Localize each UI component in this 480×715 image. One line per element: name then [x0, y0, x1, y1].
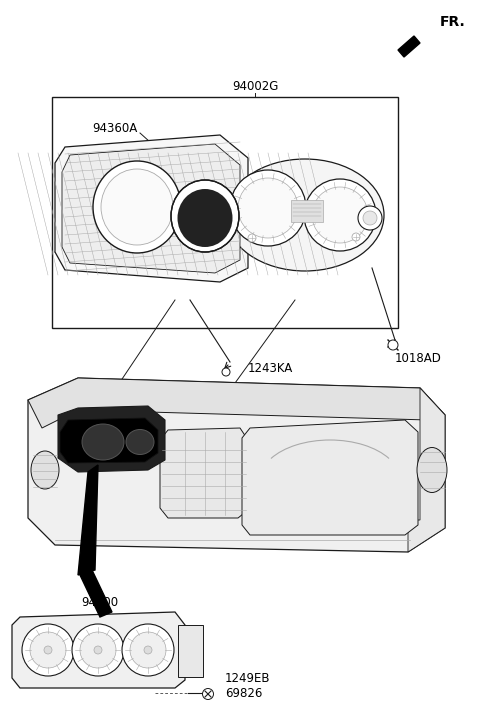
- Circle shape: [304, 179, 376, 251]
- Ellipse shape: [93, 161, 181, 253]
- Ellipse shape: [178, 189, 232, 247]
- Ellipse shape: [126, 430, 154, 455]
- Text: 1018AD: 1018AD: [395, 352, 442, 365]
- Circle shape: [80, 632, 116, 668]
- Circle shape: [230, 170, 306, 246]
- Ellipse shape: [31, 451, 59, 489]
- Ellipse shape: [101, 169, 173, 245]
- Polygon shape: [28, 378, 445, 428]
- Polygon shape: [62, 144, 240, 273]
- Circle shape: [44, 646, 52, 654]
- Bar: [178, 625, 203, 677]
- Ellipse shape: [82, 424, 124, 460]
- Polygon shape: [242, 420, 418, 535]
- Circle shape: [312, 187, 368, 243]
- Text: 94002G: 94002G: [232, 81, 278, 94]
- Circle shape: [203, 689, 214, 699]
- Circle shape: [130, 632, 166, 668]
- Circle shape: [352, 233, 360, 241]
- Circle shape: [358, 206, 382, 230]
- Circle shape: [94, 646, 102, 654]
- Polygon shape: [12, 612, 185, 688]
- Polygon shape: [408, 388, 445, 552]
- Ellipse shape: [171, 180, 239, 252]
- Circle shape: [238, 178, 298, 238]
- Bar: [52, 97, 398, 328]
- Circle shape: [30, 632, 66, 668]
- Polygon shape: [58, 406, 165, 472]
- Text: 94300: 94300: [82, 596, 119, 609]
- Circle shape: [122, 624, 174, 676]
- Circle shape: [144, 646, 152, 654]
- Polygon shape: [160, 428, 248, 518]
- Polygon shape: [28, 378, 445, 552]
- Polygon shape: [60, 418, 158, 463]
- Circle shape: [222, 368, 230, 376]
- Polygon shape: [80, 570, 112, 617]
- Circle shape: [248, 234, 256, 242]
- Text: 1249EB
69826: 1249EB 69826: [225, 672, 271, 700]
- Ellipse shape: [417, 448, 447, 493]
- Circle shape: [388, 340, 398, 350]
- Circle shape: [363, 211, 377, 225]
- Polygon shape: [398, 36, 420, 57]
- Polygon shape: [78, 465, 98, 575]
- Text: 1243KA: 1243KA: [248, 362, 293, 375]
- Polygon shape: [55, 135, 248, 282]
- Text: 94360A: 94360A: [92, 122, 138, 134]
- Text: FR.: FR.: [440, 15, 466, 29]
- Circle shape: [72, 624, 124, 676]
- Ellipse shape: [226, 159, 384, 271]
- Bar: [291, 200, 323, 222]
- Circle shape: [22, 624, 74, 676]
